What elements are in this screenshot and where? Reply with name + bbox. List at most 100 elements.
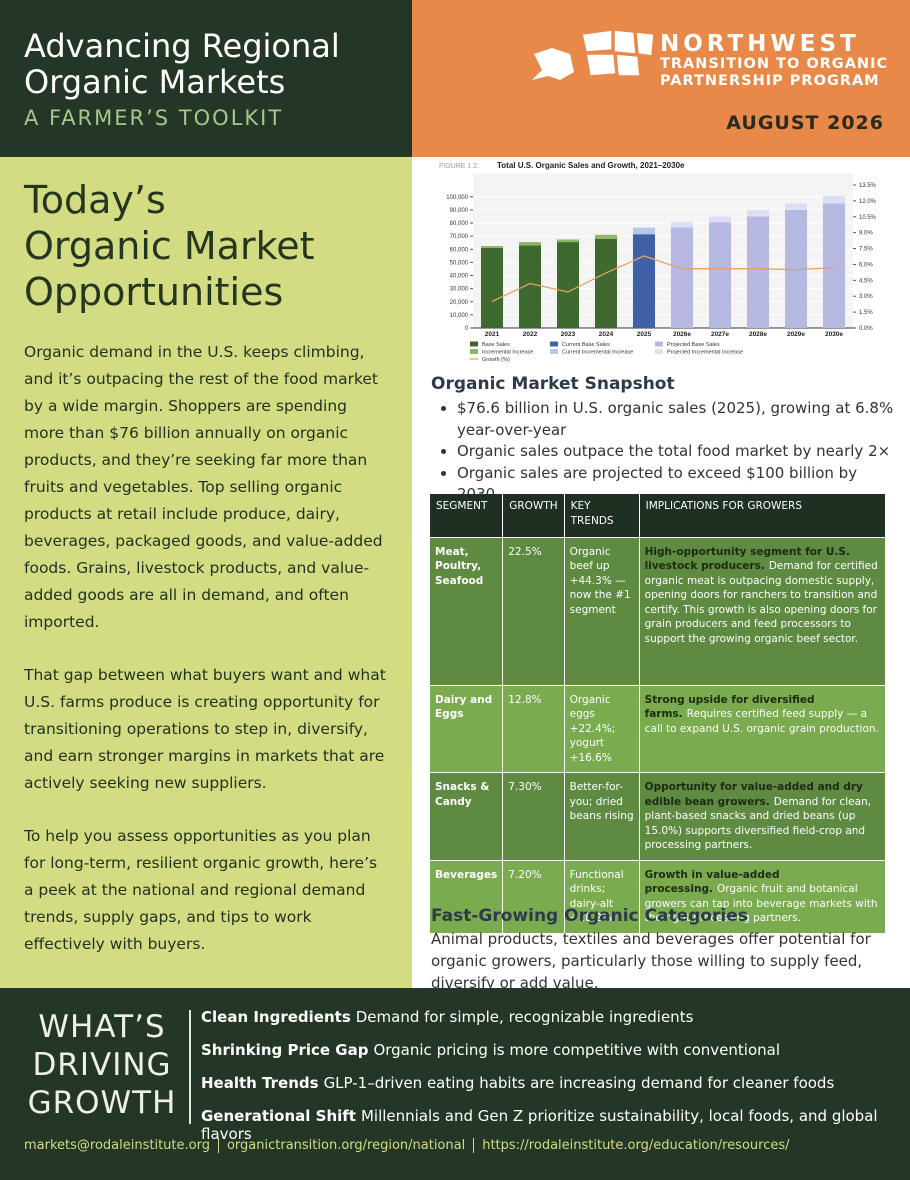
cell-bold: Opportunity for value-added and dry edib… bbox=[644, 781, 863, 808]
subtitle: A FARMER’S TOOLKIT bbox=[24, 106, 284, 130]
fast-heading: Fast-Growing Organic Categories bbox=[431, 906, 748, 926]
legend-swatch bbox=[655, 341, 663, 347]
paragraph: To help you assess opportunities as you … bbox=[24, 827, 378, 953]
paragraph: Organic demand in the U.S. keeps climbin… bbox=[24, 343, 383, 631]
heading-line: Today’s bbox=[24, 178, 166, 222]
heading-line: Organic Market bbox=[24, 224, 315, 268]
driver-text: Millennials and Gen Z prioritize sustain… bbox=[201, 1107, 878, 1143]
bar-segment bbox=[746, 209, 770, 217]
table-row: Snacks & Candy 7.30% Better-for-you; dried… bbox=[430, 772, 887, 860]
x-tick-label: 2021 bbox=[485, 331, 500, 338]
driver-text: Organic pricing is more competitive with… bbox=[373, 1041, 780, 1059]
bar-segment bbox=[746, 216, 770, 328]
x-tick-label: 2025 bbox=[637, 331, 652, 338]
y2-tick-label: 10.5% bbox=[859, 215, 877, 221]
table-cell: 7.20% bbox=[502, 859, 565, 933]
y2-tick-label: 1.5% bbox=[859, 310, 873, 316]
driver: Clean Ingredients Demand for simple, reco… bbox=[201, 1008, 910, 1041]
title-line: Advancing Regional bbox=[24, 27, 340, 65]
heading-line: Opportunities bbox=[24, 270, 284, 314]
footer-link: organictransition.org/region/national bbox=[217, 1138, 474, 1153]
footer-links: markets@rodaleinstitute.org organictransi… bbox=[24, 1138, 798, 1153]
org-name: NORTHWEST TRANSITION TO ORGANIC PARTNERSHI… bbox=[660, 32, 888, 90]
y2-tick-label: 7.5% bbox=[859, 247, 873, 253]
driver-label: Generational Shift bbox=[201, 1107, 356, 1125]
legend-label: Projected Base Sales bbox=[667, 342, 720, 348]
legend-label: Base Sales bbox=[482, 342, 510, 348]
drivers-heading: WHAT’S DRIVING GROWTH bbox=[22, 1008, 182, 1122]
drivers-band: WHAT’S DRIVING GROWTH Clean Ingredients Dem… bbox=[0, 988, 910, 1180]
bar-segment bbox=[632, 227, 656, 235]
y2-tick-label: 6.0% bbox=[859, 262, 873, 268]
header-left: Advancing Regional Organic Markets A FARM… bbox=[0, 0, 412, 157]
x-tick-label: 2030e bbox=[825, 331, 843, 338]
y-tick-label: 0 bbox=[465, 326, 469, 332]
bar-segment bbox=[822, 196, 846, 204]
cell-text: Requires certified feed supply — a call … bbox=[644, 708, 879, 735]
legend-label: Current Incremental Increase bbox=[562, 350, 633, 356]
table-cell: Strong upside for diversified farms. Requ… bbox=[639, 684, 887, 773]
driver: Generational Shift Millennials and Gen Z … bbox=[201, 1107, 910, 1143]
bar-segment bbox=[822, 203, 846, 328]
chart-title: Total U.S. Organic Sales and Growth, 202… bbox=[497, 161, 685, 170]
y-tick-label: 70,000 bbox=[450, 234, 469, 240]
column-header: KEY TRENDS bbox=[564, 494, 640, 537]
bullet: Organic sales outpace the total food mar… bbox=[457, 441, 896, 463]
bar-segment bbox=[480, 247, 504, 328]
legend-label: Growth (%) bbox=[482, 357, 510, 363]
driver-label: Health Trends bbox=[201, 1074, 319, 1092]
table-cell: Dairy and Eggs bbox=[430, 684, 504, 773]
legend-label: Projected Incremental Increase bbox=[667, 350, 743, 356]
legend-swatch bbox=[655, 349, 663, 354]
table-cell: Functional drinks; dairy-alt +18.2% bbox=[564, 859, 640, 933]
snapshot-heading: Organic Market Snapshot bbox=[431, 374, 675, 394]
x-tick-label: 2026e bbox=[673, 331, 691, 338]
column-header: GROWTH bbox=[502, 494, 565, 537]
bar-segment bbox=[670, 222, 694, 228]
bar-segment bbox=[784, 203, 808, 210]
intro-heading: Today’s Organic Market Opportunities bbox=[24, 177, 388, 315]
title: Advancing Regional Organic Markets bbox=[24, 28, 412, 100]
y2-tick-label: 0.0% bbox=[859, 326, 873, 332]
legend-swatch bbox=[470, 349, 478, 354]
y-tick-label: 40,000 bbox=[450, 274, 469, 280]
table-cell: Better-for-you; dried beans rising bbox=[564, 772, 640, 860]
y2-tick-label: 4.5% bbox=[859, 278, 873, 284]
segment-table: SEGMENT GROWTH KEY TRENDS IMPLICATIONS FOR … bbox=[430, 494, 887, 933]
intro: Today’s Organic Market Opportunities Organ… bbox=[0, 157, 412, 988]
org-line: NORTHWEST bbox=[660, 31, 860, 57]
driver-label: Clean Ingredients bbox=[201, 1008, 351, 1026]
footer-link: https://rodaleinstitute.org/education/re… bbox=[473, 1138, 798, 1153]
snapshot: Organic Market Snapshot $76.6 billion in… bbox=[431, 374, 896, 506]
org-line: TRANSITION TO ORGANIC bbox=[660, 56, 889, 72]
org-line: PARTNERSHIP PROGRAM bbox=[660, 73, 880, 89]
legend-swatch bbox=[550, 349, 558, 354]
y-tick-label: 80,000 bbox=[450, 221, 469, 227]
y-tick-label: 100,000 bbox=[446, 195, 468, 201]
divider bbox=[189, 1010, 191, 1124]
y-tick-label: 20,000 bbox=[450, 300, 469, 306]
driver: Health Trends GLP-1–driven eating habits … bbox=[201, 1074, 910, 1107]
cell-text: Organic fruit and botanical growers can … bbox=[644, 883, 878, 924]
title-line: Organic Markets bbox=[24, 63, 286, 101]
table-cell: 12.8% bbox=[502, 684, 565, 773]
bar-segment bbox=[518, 242, 542, 246]
y2-tick-label: 9.0% bbox=[859, 231, 873, 237]
table-cell: Opportunity for value-added and dry edib… bbox=[639, 772, 887, 860]
paragraph: That gap between what buyers want and wh… bbox=[24, 666, 386, 792]
snapshot-list: $76.6 billion in U.S. organic sales (202… bbox=[431, 398, 896, 506]
bar-segment bbox=[556, 242, 580, 328]
y-tick-label: 10,000 bbox=[450, 313, 469, 319]
heading-line: DRIVING bbox=[32, 1047, 172, 1083]
table-cell: Snacks & Candy bbox=[430, 772, 504, 860]
table-cell: Growth in value-added processing. Organic… bbox=[639, 859, 887, 933]
column-header: SEGMENT bbox=[430, 494, 504, 537]
x-tick-label: 2023 bbox=[561, 331, 576, 338]
y-tick-label: 30,000 bbox=[450, 287, 469, 293]
bar-segment bbox=[632, 234, 656, 328]
x-tick-label: 2029e bbox=[787, 331, 805, 338]
table-row: Dairy and Eggs 12.8% Organic eggs +22.4%; … bbox=[430, 684, 887, 773]
bar-segment bbox=[708, 222, 732, 328]
date: AUGUST 2026 bbox=[726, 112, 884, 134]
fast-text: Animal products, textiles and beverages … bbox=[431, 930, 871, 992]
